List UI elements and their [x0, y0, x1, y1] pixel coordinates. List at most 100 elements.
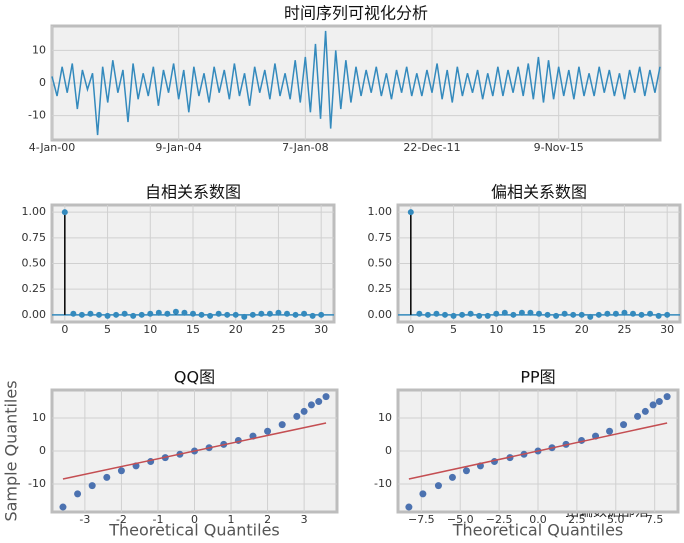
point: [117, 467, 125, 475]
point: [655, 398, 663, 406]
stem-marker: [318, 311, 325, 318]
point: [634, 412, 642, 420]
x-tick-label: 20: [229, 323, 243, 336]
x-tick-label: -2: [116, 513, 127, 526]
x-tick-label: −7.5: [408, 513, 435, 526]
point: [649, 401, 657, 409]
stem-marker: [147, 310, 154, 317]
point: [300, 407, 308, 415]
x-tick-label: 15: [186, 323, 200, 336]
y-tick-label: 0.75: [22, 231, 47, 244]
stem-marker: [207, 312, 214, 319]
x-tick-label: 9-Nov-15: [534, 141, 584, 154]
stem-marker: [493, 310, 500, 317]
stem-marker: [647, 310, 654, 317]
stem-marker: [284, 310, 290, 317]
stem-marker: [164, 310, 171, 317]
x-tick-label: 9-Jan-04: [155, 141, 202, 154]
y-tick-label: 0: [385, 444, 392, 457]
point: [606, 427, 614, 435]
stem-marker: [113, 311, 120, 318]
stem-marker: [407, 209, 414, 216]
reference-line: [408, 422, 668, 480]
chart-title: 自相关系数图: [145, 183, 241, 202]
point: [315, 398, 323, 406]
chart-title: 偏相关系数图: [491, 183, 587, 202]
stem-marker: [232, 311, 239, 318]
y-tick-label: 1.00: [22, 205, 47, 218]
stem-marker: [484, 312, 491, 319]
stem-marker: [527, 309, 534, 316]
point: [448, 473, 456, 481]
x-tick-label: 5.0: [607, 513, 625, 526]
x-tick-label: 3: [301, 513, 308, 526]
point: [264, 427, 272, 435]
point: [74, 490, 82, 498]
stem-marker: [442, 311, 448, 318]
point: [641, 407, 649, 415]
point: [462, 467, 470, 475]
x-tick-label: 22-Dec-11: [403, 141, 460, 154]
x-tick-label: −2.5: [486, 513, 513, 526]
x-tick-label: 7-Jan-08: [282, 141, 329, 154]
stem-marker: [501, 309, 508, 316]
y-tick-label: 0: [39, 444, 46, 457]
stem-marker: [433, 310, 440, 317]
x-axis-label: Theoretical Quantiles: [452, 521, 624, 540]
x-tick-label: 10: [489, 323, 503, 336]
series-line: [51, 30, 661, 136]
x-tick-label: 1: [228, 513, 235, 526]
x-tick-label: 10: [143, 323, 157, 336]
y-tick-label: -10: [28, 477, 46, 490]
stem-marker: [266, 310, 273, 317]
y-tick-label: 0: [39, 76, 46, 89]
point: [620, 421, 628, 429]
stem-marker: [595, 311, 602, 318]
x-tick-label: 2: [264, 513, 271, 526]
point: [419, 490, 427, 498]
y-tick-label: 10: [378, 411, 392, 424]
point: [663, 393, 671, 401]
stem-marker: [172, 308, 179, 315]
stem-marker: [87, 310, 94, 317]
y-tick-label: 1.00: [368, 205, 393, 218]
stem-marker: [258, 310, 265, 317]
y-tick-label: -10: [28, 109, 46, 122]
stem-marker: [190, 310, 196, 317]
stem-marker: [587, 313, 594, 320]
stem-marker: [155, 309, 162, 316]
stem-marker: [604, 310, 611, 317]
stem-marker: [570, 311, 577, 318]
y-tick-label: 10: [32, 43, 46, 56]
stem-marker: [309, 312, 316, 319]
x-tick-label: −5.0: [447, 513, 474, 526]
y-tick-label: 0.75: [368, 231, 393, 244]
point: [278, 421, 286, 429]
x-tick-label: 30: [314, 323, 328, 336]
y-tick-label: 0.00: [368, 308, 393, 321]
point: [88, 482, 96, 490]
stem-marker: [198, 311, 205, 318]
x-tick-label: 15: [532, 323, 546, 336]
y-tick-label: -10: [374, 477, 392, 490]
stem-marker: [510, 311, 517, 318]
stem-marker: [301, 310, 308, 317]
stem-marker: [664, 311, 671, 318]
stem-marker: [104, 312, 111, 319]
stem-marker: [249, 311, 256, 318]
point: [405, 503, 413, 511]
stem-marker: [224, 311, 231, 318]
stem-marker: [215, 310, 222, 317]
point: [434, 482, 442, 490]
x-tick-label: -1: [152, 513, 163, 526]
x-tick-label: 5: [104, 323, 111, 336]
x-tick-label: 30: [660, 323, 674, 336]
y-tick-label: 0.00: [22, 308, 47, 321]
x-tick-label: -3: [79, 513, 90, 526]
stem-marker: [130, 312, 137, 319]
point: [103, 473, 111, 481]
y-tick-label: 0.25: [22, 282, 47, 295]
x-tick-label: 5: [450, 323, 457, 336]
y-tick-label: 0.25: [368, 282, 393, 295]
